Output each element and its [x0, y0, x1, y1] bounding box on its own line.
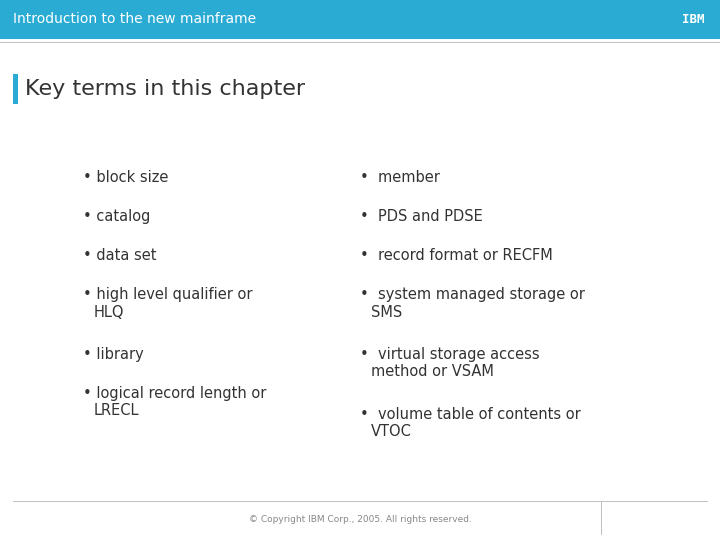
Text: • high level qualifier or: • high level qualifier or — [83, 287, 252, 302]
Text: Key terms in this chapter: Key terms in this chapter — [25, 79, 305, 99]
Text: © Copyright IBM Corp., 2005. All rights reserved.: © Copyright IBM Corp., 2005. All rights … — [248, 515, 472, 524]
Text: •  PDS and PDSE: • PDS and PDSE — [360, 209, 482, 224]
Text: VTOC: VTOC — [371, 424, 412, 440]
Text: HLQ: HLQ — [94, 305, 124, 320]
Text: IBM: IBM — [682, 13, 704, 26]
Text: •  record format or RECFM: • record format or RECFM — [360, 248, 553, 263]
Text: • data set: • data set — [83, 248, 156, 263]
Text: •  volume table of contents or: • volume table of contents or — [360, 407, 581, 422]
FancyBboxPatch shape — [0, 0, 720, 39]
Text: • library: • library — [83, 347, 143, 362]
FancyBboxPatch shape — [13, 74, 18, 104]
Text: •  system managed storage or: • system managed storage or — [360, 287, 585, 302]
Text: LRECL: LRECL — [94, 403, 139, 418]
Text: •  virtual storage access: • virtual storage access — [360, 347, 539, 362]
Text: •  member: • member — [360, 170, 440, 185]
Text: • block size: • block size — [83, 170, 168, 185]
Text: • catalog: • catalog — [83, 209, 150, 224]
Text: SMS: SMS — [371, 305, 402, 320]
Text: method or VSAM: method or VSAM — [371, 364, 494, 380]
Text: • logical record length or: • logical record length or — [83, 386, 266, 401]
Text: Introduction to the new mainframe: Introduction to the new mainframe — [13, 12, 256, 26]
